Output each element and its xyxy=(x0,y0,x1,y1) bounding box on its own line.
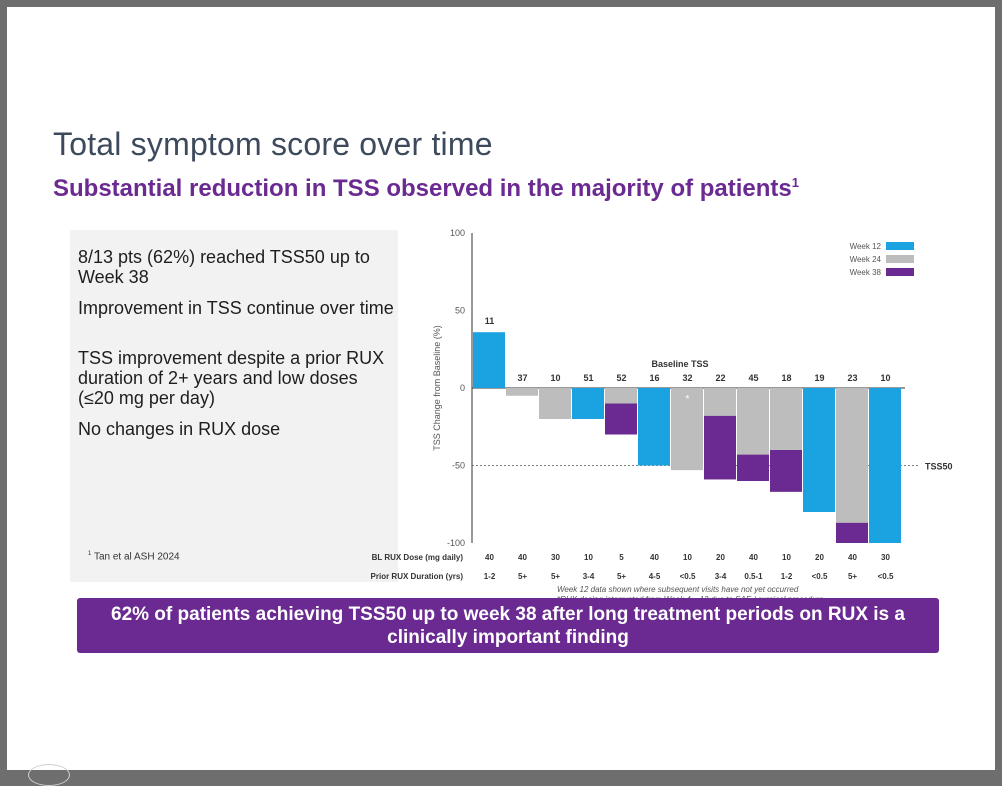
bar-patient-4 xyxy=(572,388,604,419)
y-tick-label: 50 xyxy=(455,306,465,316)
page-subtitle: Substantial reduction in TSS observed in… xyxy=(53,175,799,203)
footnote: 1 Tan et al ASH 2024 xyxy=(88,551,180,562)
y-tick-label: -100 xyxy=(447,538,465,548)
footnote-ref: 1 xyxy=(88,551,92,557)
duration-row-label: Prior RUX Duration (yrs) xyxy=(371,572,464,581)
tss50-label: TSS50 xyxy=(925,462,953,472)
legend-label: Week 24 xyxy=(850,255,882,264)
dose-value: 20 xyxy=(716,553,725,562)
legend-label: Week 12 xyxy=(850,242,882,251)
baseline-tss-header: Baseline TSS xyxy=(651,359,708,369)
dose-value: 40 xyxy=(650,553,659,562)
dose-value: 40 xyxy=(485,553,494,562)
key-point-4: No changes in RUX dose xyxy=(78,419,281,439)
decorative-arc xyxy=(28,764,70,786)
waterfall-chart: 100 50 0 -50 -100 TSS Change from Baseline (%… xyxy=(371,228,953,604)
duration-value: <0.5 xyxy=(680,572,696,581)
duration-value: 5+ xyxy=(518,572,527,581)
legend-swatch xyxy=(886,242,914,250)
baseline-tss-label: 51 xyxy=(583,373,593,383)
bar-patient-6 xyxy=(638,388,670,466)
y-axis-label: TSS Change from Baseline (%) xyxy=(432,325,442,451)
chart-note-1: Week 12 data shown where subsequent visi… xyxy=(557,585,799,594)
baseline-tss-label: 23 xyxy=(847,373,857,383)
baseline-tss-label: 10 xyxy=(880,373,890,383)
bar-segment-week24 xyxy=(605,388,637,404)
baseline-tss-label: 52 xyxy=(616,373,626,383)
duration-value: 5+ xyxy=(617,572,626,581)
key-point-1: 8/13 pts (62%) reached TSS50 up to Week … xyxy=(78,247,370,287)
dose-value: 5 xyxy=(619,553,624,562)
dose-value: 40 xyxy=(848,553,857,562)
key-points-panel: 8/13 pts (62%) reached TSS50 up to Week … xyxy=(70,230,398,582)
baseline-tss-label: 16 xyxy=(649,373,659,383)
baseline-tss-label: 19 xyxy=(814,373,824,383)
baseline-tss-label: 37 xyxy=(517,373,527,383)
baseline-tss-label: 22 xyxy=(715,373,725,383)
dose-value: 30 xyxy=(551,553,560,562)
y-tick-label: 0 xyxy=(460,383,465,393)
subtitle-reference: 1 xyxy=(791,175,800,190)
duration-value: <0.5 xyxy=(878,572,894,581)
duration-value: 3-4 xyxy=(583,572,595,581)
duration-value: <0.5 xyxy=(812,572,828,581)
duration-value: 3-4 xyxy=(715,572,727,581)
baseline-tss-label: 32 xyxy=(682,373,692,383)
bar-patient-7 xyxy=(671,388,703,471)
bar-patient-11 xyxy=(803,388,835,512)
dose-value: 10 xyxy=(782,553,791,562)
subtitle-text: Substantial reduction in TSS observed in… xyxy=(53,175,792,202)
bar-patient-1 xyxy=(473,332,505,388)
banner-text: 62% of patients achieving TSS50 up to we… xyxy=(111,603,905,648)
baseline-tss-label: 18 xyxy=(781,373,791,383)
key-point-3: TSS improvement despite a prior RUX dura… xyxy=(78,348,385,408)
duration-value: 4-5 xyxy=(649,572,661,581)
duration-value: 5+ xyxy=(848,572,857,581)
baseline-tss-label: 45 xyxy=(748,373,758,383)
legend-swatch xyxy=(886,268,914,276)
bar-segment-week24 xyxy=(836,388,868,523)
bar-patient-13 xyxy=(869,388,901,543)
bar-segment-week24 xyxy=(737,388,769,455)
dose-value: 40 xyxy=(518,553,527,562)
legend-label: Week 38 xyxy=(850,268,882,277)
dose-value: 10 xyxy=(683,553,692,562)
duration-value: 0.5-1 xyxy=(744,572,763,581)
dose-value: 40 xyxy=(749,553,758,562)
bar-patient-2 xyxy=(506,388,538,396)
dose-value: 10 xyxy=(584,553,593,562)
bar-patient-3 xyxy=(539,388,571,419)
duration-value: 1-2 xyxy=(484,572,496,581)
key-point-2: Improvement in TSS continue over time xyxy=(78,298,394,318)
y-tick-label: 100 xyxy=(450,228,465,238)
page-title: Total symptom score over time xyxy=(53,126,493,162)
legend-swatch xyxy=(886,255,914,263)
dose-value: 20 xyxy=(815,553,824,562)
dose-interruption-marker: * xyxy=(686,394,690,405)
bar-segment-week24 xyxy=(770,388,802,450)
footnote-text: Tan et al ASH 2024 xyxy=(93,551,180,563)
dose-row-label: BL RUX Dose (mg daily) xyxy=(372,553,464,562)
dose-value: 30 xyxy=(881,553,890,562)
baseline-tss-label: 11 xyxy=(485,316,495,326)
bar-segment-week24 xyxy=(704,388,736,416)
duration-value: 1-2 xyxy=(781,572,793,581)
conclusion-banner: 62% of patients achieving TSS50 up to we… xyxy=(77,598,939,653)
baseline-tss-label: 10 xyxy=(550,373,560,383)
duration-value: 5+ xyxy=(551,572,560,581)
y-tick-label: -50 xyxy=(452,461,465,471)
